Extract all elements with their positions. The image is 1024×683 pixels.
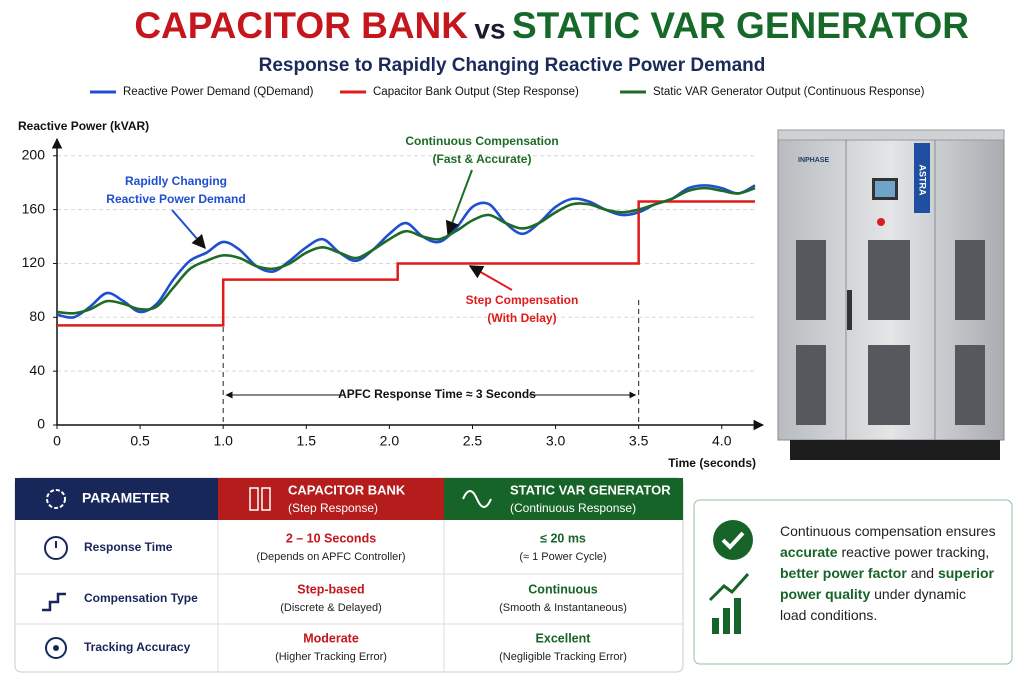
x-tick-label: 4.0: [712, 433, 732, 449]
x-tick-label: 1.5: [297, 433, 317, 449]
annotation-arrow: [171, 209, 206, 250]
annotation: Continuous Compensation: [405, 134, 558, 148]
subtitle: Response to Rapidly Changing Reactive Po…: [259, 55, 766, 76]
note-segment: accurate: [780, 544, 838, 560]
product-image: INPHASE ASTRA: [777, 129, 1005, 460]
annotation: (Fast & Accurate): [433, 152, 532, 166]
legend-label: Reactive Power Demand (QDemand): [123, 86, 314, 98]
x-tick-label: 1.0: [213, 433, 233, 449]
y-tick-label: 160: [22, 200, 46, 216]
table-header: CAPACITOR BANK: [288, 482, 406, 497]
cell-main: ≤ 20 ms: [540, 531, 586, 545]
cell-detail: (≈ 1 Power Cycle): [519, 551, 606, 563]
y-tick-label: 0: [37, 416, 45, 432]
chart: 0 40 80 120 160 200 0 0.5 1.0 1.5 2.0 2.5 3.0 3.5 4.0 R…: [22, 86, 925, 449]
y-tick-label: 40: [29, 362, 45, 378]
cell-main: Excellent: [536, 631, 592, 645]
annotation: Step Compensation: [466, 293, 579, 307]
cell-detail: (Higher Tracking Error): [275, 651, 387, 663]
title-right: STATIC VAR GENERATOR: [512, 5, 969, 46]
series-line: [56, 186, 756, 315]
y-tick-label: 120: [22, 254, 46, 270]
table-subheader: (Step Response): [288, 501, 378, 515]
annotation: Reactive Power Demand: [106, 192, 245, 206]
parameter-name: Compensation Type: [84, 591, 198, 605]
parameter-name: Tracking Accuracy: [84, 640, 191, 654]
note-box: [693, 499, 1013, 665]
note-segment: under dynamic: [870, 586, 966, 602]
y-tick-label: 80: [29, 308, 45, 324]
brand: INPHASE: [798, 157, 829, 164]
cell-detail: (Smooth & Instantaneous): [499, 602, 627, 614]
model: ASTRA: [918, 165, 928, 196]
title-left: CAPACITOR BANK: [134, 5, 468, 46]
x-tick-label: 2.0: [380, 433, 400, 449]
cell-main: Moderate: [303, 631, 359, 645]
x-axis-label: Time (seconds): [668, 456, 756, 470]
x-tick-label: 0.5: [130, 433, 150, 449]
note-segment: reactive power tracking,: [838, 544, 990, 560]
annotation: Rapidly Changing: [125, 174, 227, 188]
annotation: (With Delay): [487, 311, 556, 325]
table-header: PARAMETER: [82, 490, 170, 506]
cell-main: 2 – 10 Seconds: [286, 531, 376, 545]
series-line: [57, 200, 755, 327]
annotation: APFC Response Time ≈ 3 Seconds: [338, 387, 536, 401]
x-tick-label: 2.5: [463, 433, 483, 449]
y-axis-label: Reactive Power (kVAR): [18, 119, 149, 133]
table-text: PARAMETER CAPACITOR BANK (Step Response) ST…: [82, 482, 671, 662]
note-segment: superior: [938, 565, 995, 581]
cell-detail: (Discrete & Delayed): [280, 602, 381, 614]
x-tick-label: 3.0: [546, 433, 566, 449]
note-segment: power quality: [780, 586, 870, 602]
cell-main: Continuous: [528, 582, 597, 596]
note-segment: better power factor: [780, 565, 907, 581]
legend-label: Capacitor Bank Output (Step Response): [373, 86, 579, 98]
legend-label: Static VAR Generator Output (Continuous …: [653, 86, 925, 98]
note-text: Continuous compensation ensures accurate …: [780, 523, 996, 623]
parameter-name: Response Time: [84, 540, 173, 554]
annotation-arrow: [445, 169, 473, 236]
annotation-bg: [345, 386, 529, 404]
title-vs: vs: [474, 13, 505, 44]
table-subheader: (Continuous Response): [510, 501, 636, 515]
x-tick-label: 0: [53, 433, 61, 449]
note-segment: and: [907, 565, 938, 581]
cell-detail: (Negligible Tracking Error): [499, 651, 627, 663]
y-tick-label: 200: [22, 146, 46, 162]
annotation-arrow: [468, 265, 513, 291]
cell-detail: (Depends on APFC Controller): [256, 551, 405, 563]
cell-main: Step-based: [297, 582, 364, 596]
comparison-table: [14, 477, 684, 673]
x-tick-label: 3.5: [629, 433, 649, 449]
note-segment: Continuous compensation ensures: [780, 523, 996, 539]
table-header: STATIC VAR GENERATOR: [510, 482, 671, 497]
note-segment: load conditions.: [780, 607, 877, 623]
